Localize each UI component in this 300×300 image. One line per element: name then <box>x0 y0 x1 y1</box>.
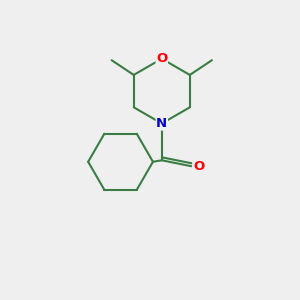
Text: N: N <box>156 117 167 130</box>
Text: O: O <box>156 52 167 65</box>
Text: O: O <box>193 160 204 173</box>
